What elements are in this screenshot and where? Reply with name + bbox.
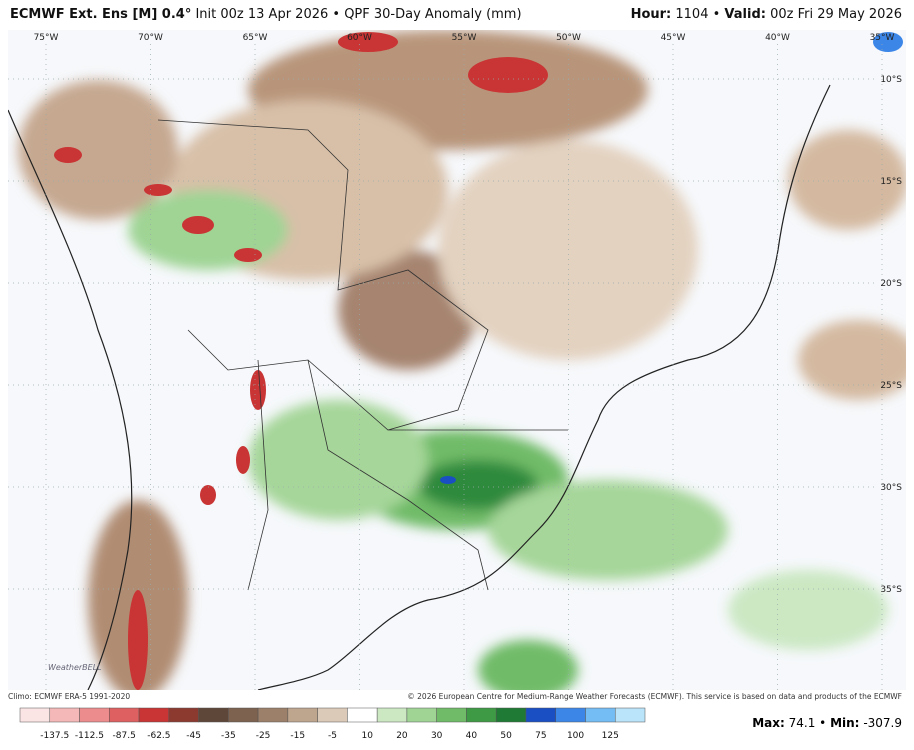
swatch [585,707,616,723]
colorbar-label: -35 [221,731,236,741]
swatch [525,707,556,723]
swatch [168,707,199,723]
swatch [79,707,110,723]
logo: WeatherBELL [48,663,102,672]
swatch [347,707,378,723]
swatch [138,707,170,723]
min: -307.9 [863,716,902,730]
hour-label: Hour: [630,7,672,22]
colorbar-label: -112.5 [75,731,104,741]
lat-label: 25°S [880,381,902,391]
swatch [466,707,497,723]
colorbar-label: -25 [256,731,271,741]
colorbar-label: 100 [567,731,584,741]
swatch [198,707,229,723]
lat-label: 10°S [880,75,902,85]
colorbar-label: 10 [361,731,373,741]
lat-label: 15°S [880,177,902,187]
lat-label: 20°S [880,279,902,289]
swatch [287,707,318,723]
lon-label: 50°W [556,33,581,43]
colorbar-label: 125 [602,731,619,741]
swatch [495,707,527,723]
product: QPF 30-Day Anomaly (mm) [344,7,522,22]
stats: Max: 74.1 • Min: -307.9 [752,716,902,730]
max-label: Max: [752,716,785,730]
colorbar: -137.5 -112.5 -87.5 -62.5 -45 -35 -25 -15 -5 10 20… [19,707,646,741]
colorbar-label: 50 [500,731,512,741]
lon-label: 55°W [452,33,477,43]
swatch [49,707,80,723]
swatch [614,707,646,723]
lon-label: 75°W [34,33,59,43]
valid-label: Valid: [724,7,766,22]
colorbar-label: 40 [466,731,478,741]
lat-label: 30°S [880,483,902,493]
swatch [228,707,259,723]
climo: Climo: ECMWF ERA-5 1991-2020 [8,692,131,701]
copyright: © 2026 European Centre for Medium-Range … [407,692,902,701]
colorbar-label: -5 [328,731,337,741]
lat-labels: 10°S 15°S 20°S 25°S 30°S 35°S [8,75,902,595]
lat-label: 35°S [880,585,902,595]
map: 75°W 70°W 65°W 60°W 55°W 50°W 45°W 40°W 35°W 10°… [8,30,906,690]
lon-label: 65°W [243,33,268,43]
model: ECMWF Ext. Ens [M] 0.4° [10,7,192,22]
swatch [19,707,51,723]
lon-label: 45°W [661,33,686,43]
init: Init 00z 13 Apr 2026 [195,7,329,22]
colorbar-label: 30 [431,731,443,741]
valid: 00z Fri 29 May 2026 [770,7,902,22]
swatch [109,707,140,723]
colorbar-label: -87.5 [113,731,136,741]
heavy-spots [54,32,903,690]
colorbar-label: 20 [396,731,408,741]
colorbar-label: -45 [186,731,201,741]
borders [157,119,568,591]
swatch [555,707,586,723]
lon-label: 35°W [870,33,895,43]
swatch [376,707,408,723]
swatch [436,707,467,723]
colorbar-label: 75 [535,731,546,741]
header-right: Hour: 1104 • Valid: 00z Fri 29 May 2026 [630,7,902,22]
hour: 1104 [675,7,709,22]
lon-label: 70°W [138,33,163,43]
lon-labels: 75°W 70°W 65°W 60°W 55°W 50°W 45°W 40°W 35°W [34,33,895,690]
lon-label: 40°W [765,33,790,43]
swatch [317,707,348,723]
colorbar-label: -62.5 [147,731,170,741]
colorbar-label: -15 [290,731,305,741]
swatch [406,707,437,723]
lon-label: 60°W [347,33,372,43]
colorbar-label: -137.5 [40,731,69,741]
min-label: Min: [830,716,860,730]
swatch [257,707,289,723]
max: 74.1 [788,716,816,730]
header-left: ECMWF Ext. Ens [M] 0.4° Init 00z 13 Apr … [10,7,522,22]
